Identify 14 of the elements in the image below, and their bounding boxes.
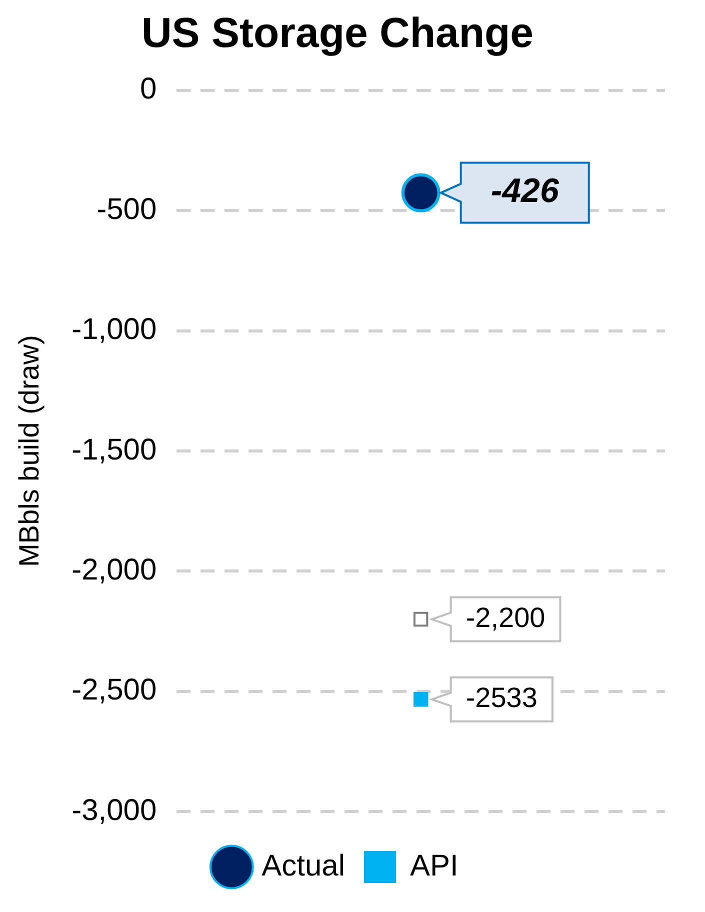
legend-label: API bbox=[410, 849, 458, 882]
y-tick-label: -1,000 bbox=[72, 313, 157, 346]
y-tick-label: 0 bbox=[140, 72, 157, 106]
chart-title: US Storage Change bbox=[141, 8, 534, 56]
data-label: -2,200 bbox=[466, 602, 546, 633]
data-label: -426 bbox=[490, 172, 560, 210]
y-tick-label: -500 bbox=[96, 192, 157, 226]
y-tick-label: -2,500 bbox=[72, 674, 157, 707]
y-tick-label: -2,000 bbox=[72, 553, 157, 586]
y-axis-title: MBbls build (draw) bbox=[14, 335, 45, 567]
data-label: -2533 bbox=[466, 682, 538, 714]
legend-label: Actual bbox=[262, 849, 346, 882]
y-tick-label: -3,000 bbox=[72, 794, 157, 827]
y-tick-label: -1,500 bbox=[72, 433, 157, 466]
